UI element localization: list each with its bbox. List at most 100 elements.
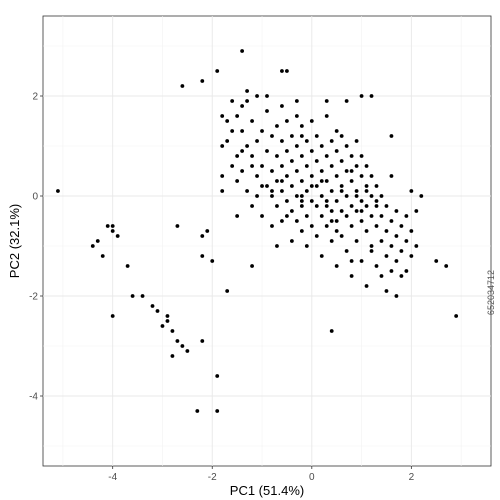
data-point: [304, 164, 309, 168]
data-point: [165, 314, 170, 318]
data-point: [349, 169, 354, 173]
data-point: [289, 184, 294, 188]
data-point: [220, 144, 225, 148]
data-point: [220, 189, 225, 193]
data-point: [319, 179, 324, 183]
data-point: [349, 204, 354, 208]
data-point: [56, 189, 60, 193]
data-point: [285, 119, 289, 123]
data-point: [359, 199, 364, 203]
data-point: [240, 129, 245, 133]
y-tick-label: -4: [29, 392, 38, 403]
data-point: [349, 224, 354, 228]
data-point: [334, 199, 339, 203]
data-point: [354, 209, 359, 213]
data-point: [344, 194, 349, 198]
data-point: [294, 219, 299, 223]
data-point: [349, 274, 354, 278]
data-point: [160, 324, 165, 328]
data-point: [394, 234, 399, 238]
data-point: [280, 104, 284, 108]
data-point: [245, 144, 249, 148]
data-point: [399, 224, 404, 228]
data-point: [404, 269, 409, 273]
data-point: [334, 219, 339, 223]
data-point: [309, 119, 314, 123]
data-point: [289, 134, 294, 138]
data-point: [280, 139, 284, 143]
data-point: [100, 254, 105, 258]
data-point: [215, 409, 220, 413]
data-point: [359, 219, 364, 223]
x-tick-label: -4: [108, 472, 117, 483]
data-point: [364, 164, 369, 168]
data-point: [180, 84, 185, 88]
data-point: [339, 234, 344, 238]
data-point: [344, 99, 349, 103]
plot-panel: [42, 15, 492, 467]
data-points: [56, 49, 459, 413]
data-point: [285, 149, 289, 153]
data-point: [394, 294, 399, 298]
data-point: [324, 204, 329, 208]
data-point: [374, 264, 379, 268]
data-point: [270, 134, 274, 138]
data-point: [329, 139, 334, 143]
data-point: [270, 189, 274, 193]
data-point: [359, 259, 364, 263]
data-point: [444, 264, 449, 268]
data-point: [225, 289, 230, 293]
data-point: [409, 254, 414, 258]
data-point: [389, 269, 394, 273]
data-point: [250, 119, 254, 123]
data-point: [369, 214, 374, 218]
data-point: [280, 69, 284, 73]
data-point: [215, 69, 220, 73]
x-tick-label: 0: [309, 472, 315, 483]
data-point: [270, 224, 274, 228]
data-point: [285, 214, 289, 218]
data-point: [140, 294, 145, 298]
data-point: [304, 189, 309, 193]
data-point: [299, 229, 304, 233]
data-point: [329, 239, 334, 243]
data-point: [394, 209, 399, 213]
data-point: [334, 229, 339, 233]
data-point: [265, 94, 269, 98]
data-point: [165, 319, 170, 323]
data-point: [309, 199, 314, 203]
data-point: [265, 184, 269, 188]
data-point: [240, 169, 245, 173]
y-tick-label: -2: [29, 292, 38, 303]
data-point: [200, 234, 205, 238]
data-point: [230, 164, 235, 168]
data-point: [334, 129, 339, 133]
data-point: [304, 139, 309, 143]
data-point: [170, 354, 175, 358]
data-point: [389, 244, 394, 248]
data-point: [359, 94, 364, 98]
data-point: [329, 189, 334, 193]
data-point: [270, 194, 274, 198]
data-point: [389, 219, 394, 223]
data-point: [369, 244, 374, 248]
y-tick-label: 2: [32, 92, 38, 103]
data-point: [299, 134, 304, 138]
data-point: [374, 204, 379, 208]
data-point: [339, 209, 344, 213]
data-point: [270, 169, 274, 173]
data-point: [304, 214, 309, 218]
data-point: [359, 209, 364, 213]
data-point: [404, 239, 409, 243]
data-point: [339, 189, 344, 193]
data-point: [90, 244, 95, 248]
data-point: [250, 164, 254, 168]
data-point: [275, 124, 279, 128]
data-point: [374, 199, 379, 203]
data-point: [285, 199, 289, 203]
data-point: [379, 194, 384, 198]
data-point: [230, 129, 235, 133]
data-point: [349, 179, 354, 183]
data-point: [324, 224, 329, 228]
data-point: [334, 149, 339, 153]
